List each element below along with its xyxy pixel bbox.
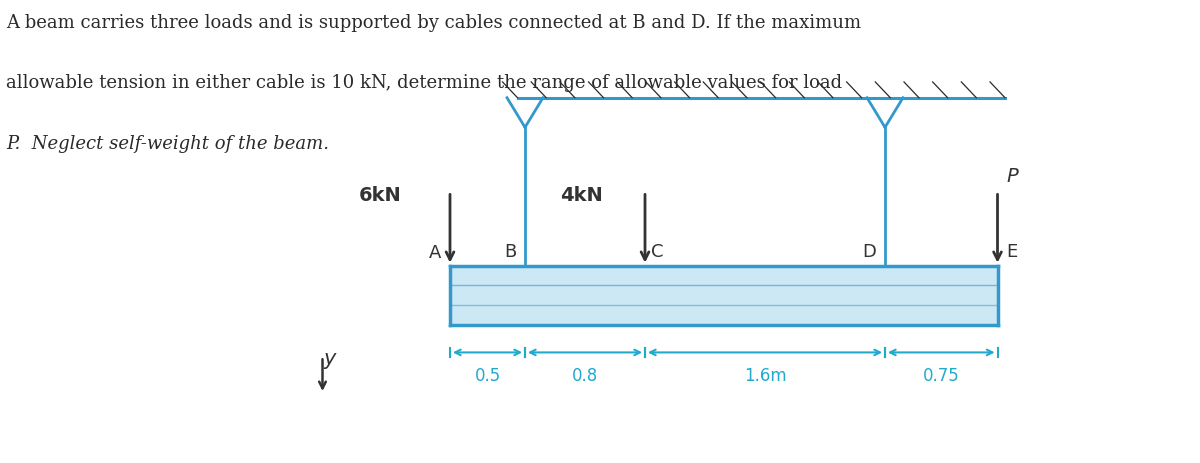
Text: C: C (650, 242, 664, 260)
Text: 4kN: 4kN (560, 186, 604, 205)
Text: y: y (324, 349, 336, 369)
Text: 0.75: 0.75 (923, 366, 960, 384)
Text: A: A (428, 243, 442, 261)
Text: D: D (862, 242, 876, 260)
Text: 0.5: 0.5 (474, 366, 500, 384)
Text: 6kN: 6kN (359, 186, 402, 205)
Text: allowable tension in either cable is 10 kN, determine the range of allowable val: allowable tension in either cable is 10 … (6, 74, 842, 92)
Text: B: B (504, 242, 516, 260)
Bar (450, 266, 997, 325)
Text: A beam carries three loads and is supported by cables connected at B and D. If t: A beam carries three loads and is suppor… (6, 14, 862, 32)
Text: E: E (1007, 242, 1018, 260)
Text: P: P (1007, 166, 1019, 185)
Text: P.  Neglect self-weight of the beam.: P. Neglect self-weight of the beam. (6, 134, 329, 152)
Text: 1.6m: 1.6m (744, 366, 786, 384)
Text: 0.8: 0.8 (572, 366, 598, 384)
